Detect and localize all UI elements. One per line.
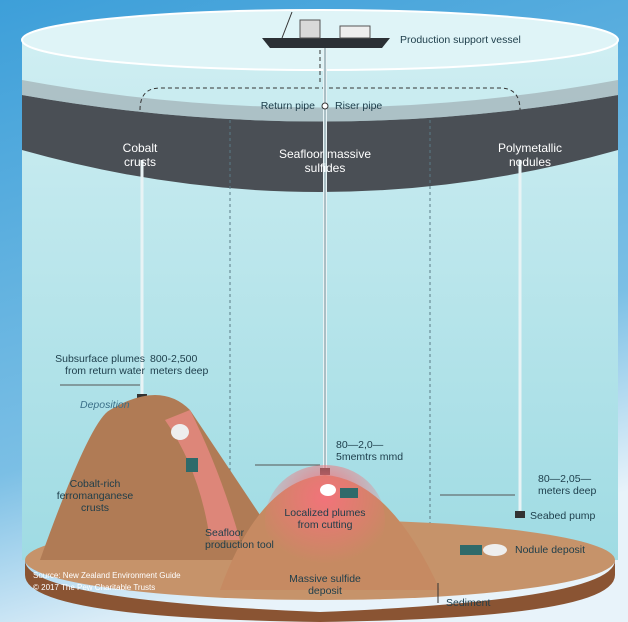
pump	[515, 511, 525, 518]
text-line: deposit	[308, 585, 342, 597]
vessel-label: Production support vessel	[400, 34, 521, 46]
text-line: 800-2,500	[150, 353, 197, 365]
text-line: from return water	[65, 365, 145, 377]
vessel-hull	[262, 38, 390, 48]
plume-cloud	[320, 484, 336, 496]
riser-pipe-label: Riser pipe	[335, 100, 382, 112]
callout: Seabed pump	[530, 510, 596, 522]
text-line: Localized plumes	[284, 507, 365, 519]
pipe-junction	[322, 103, 328, 109]
vessel-tower	[300, 20, 320, 38]
copyright: © 2017 The Pew Charitable Trusts	[33, 583, 155, 592]
text-line: crusts	[124, 155, 156, 169]
text-line: meters deep	[150, 365, 209, 377]
text-line: nodules	[509, 155, 551, 169]
text-line: Cobalt	[123, 141, 158, 155]
callout: Deposition	[80, 399, 130, 411]
text-line: Seafloor massive	[279, 147, 371, 161]
cutter	[340, 488, 358, 498]
text-line: 80—2,05—	[538, 473, 592, 485]
source: Source: New Zealand Environment Guide	[33, 571, 181, 580]
text-line: Cobalt-rich	[70, 478, 121, 490]
plume-cloud	[171, 424, 189, 440]
text-line: Seafloor	[205, 527, 245, 539]
text-line: Massive sulfide	[289, 573, 361, 585]
text-line: 5memtrs mmd	[336, 451, 403, 463]
page: Production support vessel Return pipe Ri…	[0, 0, 628, 622]
callout: Sediment	[446, 597, 490, 609]
diagram: Production support vessel Return pipe Ri…	[0, 0, 628, 622]
nodule-cloud	[483, 544, 507, 556]
text-line: ferromanganese	[57, 490, 134, 502]
text-line: meters deep	[538, 485, 597, 497]
production-tool	[186, 458, 198, 472]
callout: Nodule deposit	[515, 544, 585, 556]
text-line: from cutting	[298, 519, 353, 531]
vessel-bridge	[340, 26, 370, 38]
text-line: sulfides	[305, 161, 346, 175]
callout: 80—2,05—meters deep	[538, 473, 597, 497]
text-line: crusts	[81, 502, 109, 514]
text-line: Subsurface plumes	[55, 353, 145, 365]
text-line: Polymetallic	[498, 141, 562, 155]
text-line: 80—2,0—	[336, 439, 384, 451]
text-line: production tool	[205, 539, 274, 551]
collector	[460, 545, 482, 555]
return-pipe-label: Return pipe	[261, 100, 315, 112]
